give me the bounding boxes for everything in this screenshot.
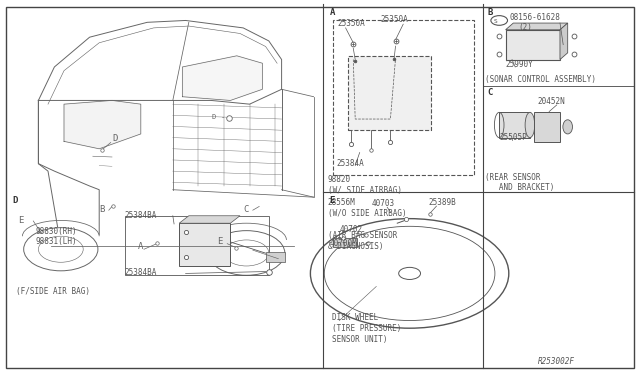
Text: S: S (494, 19, 498, 24)
Text: 20452N: 20452N (538, 97, 565, 106)
Bar (333, 20, 474, 175)
Text: B: B (99, 205, 104, 214)
Bar (499, 112, 530, 138)
Text: 25384BA: 25384BA (125, 268, 157, 277)
Text: SENSOR UNIT): SENSOR UNIT) (332, 335, 387, 344)
Text: 40703: 40703 (371, 199, 394, 208)
Text: B: B (488, 8, 493, 17)
Text: A: A (138, 242, 143, 251)
Polygon shape (179, 216, 240, 223)
Text: 28556M: 28556M (328, 198, 355, 206)
Bar (125, 216, 269, 275)
Text: 40702: 40702 (339, 225, 362, 234)
Text: E: E (18, 216, 23, 225)
Bar (266, 252, 285, 263)
Text: 25505P: 25505P (499, 132, 527, 141)
Text: 25389B: 25389B (429, 198, 456, 207)
Ellipse shape (525, 112, 535, 138)
Text: 25990Y: 25990Y (506, 60, 533, 69)
Text: D: D (211, 114, 216, 120)
Text: C: C (243, 205, 248, 214)
Polygon shape (182, 56, 262, 100)
Bar (333, 238, 357, 247)
Text: 25350A: 25350A (337, 19, 365, 28)
Text: R253002F: R253002F (538, 357, 575, 366)
Text: 98820: 98820 (328, 175, 351, 184)
Text: AND BRACKET): AND BRACKET) (485, 183, 554, 192)
Text: C: C (488, 88, 493, 97)
Text: 98831(LH): 98831(LH) (35, 237, 77, 246)
Text: 98830(RH): 98830(RH) (35, 227, 77, 236)
Polygon shape (506, 23, 568, 30)
Text: (AIR BAG SENSOR: (AIR BAG SENSOR (328, 231, 397, 240)
Text: 25384BA: 25384BA (125, 211, 157, 219)
Text: 08156-61628: 08156-61628 (509, 13, 560, 22)
Text: 40700M: 40700M (330, 238, 357, 247)
Text: D: D (13, 196, 18, 205)
Bar (348, 56, 431, 130)
Text: E: E (330, 196, 335, 205)
Text: E: E (218, 237, 223, 246)
Bar (506, 30, 560, 60)
Text: (SONAR CONTROL ASSEMBLY): (SONAR CONTROL ASSEMBLY) (485, 75, 596, 84)
Text: -: - (221, 114, 225, 120)
Text: D: D (112, 134, 117, 143)
Bar (179, 223, 230, 266)
Text: 25384A: 25384A (336, 158, 364, 167)
Text: DISK WHEEL: DISK WHEEL (332, 313, 378, 322)
Text: (W/O SIDE AIRBAG): (W/O SIDE AIRBAG) (328, 209, 406, 218)
Text: 25350A: 25350A (381, 15, 408, 24)
Text: (F/SIDE AIR BAG): (F/SIDE AIR BAG) (16, 287, 90, 296)
Text: (2): (2) (518, 23, 532, 32)
Ellipse shape (563, 120, 573, 134)
Text: & DIAGNOSIS): & DIAGNOSIS) (328, 242, 383, 251)
Bar (534, 112, 560, 142)
Polygon shape (560, 23, 568, 60)
Text: (TIRE PRESSURE): (TIRE PRESSURE) (332, 324, 401, 333)
Text: (REAR SENSOR: (REAR SENSOR (485, 173, 541, 182)
Text: (W/ SIDE AIRBAG): (W/ SIDE AIRBAG) (328, 186, 402, 195)
Polygon shape (64, 100, 141, 149)
Text: A: A (330, 8, 335, 17)
